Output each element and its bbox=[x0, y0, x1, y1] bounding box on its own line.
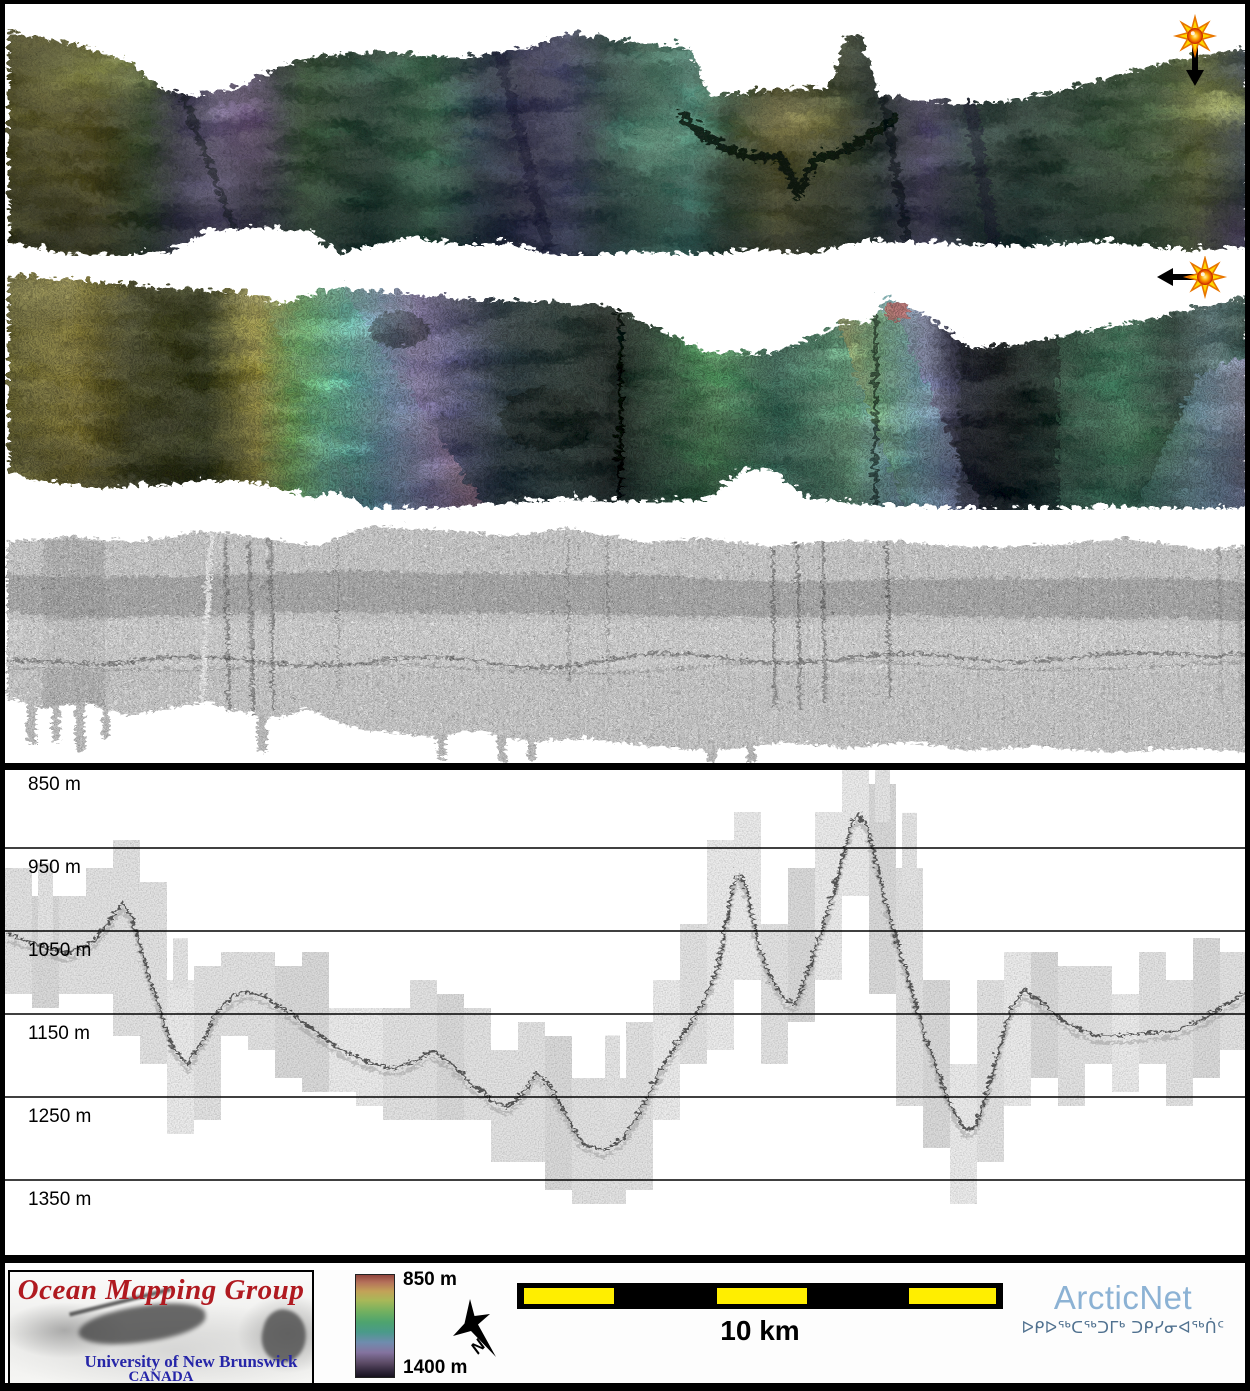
mosaic-fringe bbox=[25, 690, 753, 762]
frame-right bbox=[1245, 0, 1250, 1391]
bathymetry-swath-1 bbox=[5, 16, 1245, 254]
colorbar-top-label: 850 m bbox=[403, 1269, 457, 1290]
north-label: N bbox=[467, 1335, 490, 1357]
sun-arrow-down-icon bbox=[1175, 16, 1215, 86]
compass-star bbox=[453, 1299, 496, 1357]
scale-bar-label: 10 km bbox=[720, 1315, 800, 1346]
scale-bar-segment bbox=[909, 1288, 996, 1304]
depth-label: 950 m bbox=[28, 857, 81, 878]
arcticnet-name: ArcticNet bbox=[1053, 1279, 1193, 1316]
omg-title: Ocean Mapping Group bbox=[17, 1274, 305, 1306]
seafloor-trace-echo bbox=[5, 817, 1245, 1157]
seafloor-trace bbox=[5, 810, 1245, 1149]
depth-profile-panel: 850 m 950 m 1050 m 1150 m 1250 m 1350 m bbox=[5, 770, 1245, 1255]
scale-bar-segment bbox=[717, 1288, 807, 1304]
frame-left bbox=[0, 0, 5, 1391]
colorbar-bottom-label: 1400 m bbox=[403, 1357, 468, 1378]
figure-footer: Ocean Mapping Group University of New Br… bbox=[0, 1263, 1250, 1391]
backscatter-mosaic bbox=[5, 524, 1245, 762]
depth-label: 1150 m bbox=[28, 1023, 90, 1044]
frame-bottom bbox=[0, 1383, 1250, 1391]
ocean-mapping-group-logo: Ocean Mapping Group University of New Br… bbox=[8, 1270, 314, 1386]
depth-labels: 850 m 950 m 1050 m 1150 m 1250 m 1350 m bbox=[28, 774, 91, 1210]
panel-divider bbox=[0, 763, 1250, 770]
depth-gridlines bbox=[5, 847, 1245, 1181]
depth-label: 1350 m bbox=[28, 1189, 91, 1210]
scale-bar bbox=[517, 1283, 1003, 1309]
omg-country: CANADA bbox=[128, 1369, 194, 1385]
omg-university: University of New Brunswick bbox=[84, 1352, 298, 1371]
sun-arrow-left-icon bbox=[1157, 257, 1225, 297]
frame-top bbox=[0, 0, 1250, 4]
scale-bar-segment bbox=[524, 1288, 614, 1304]
depth-label: 1050 m bbox=[28, 940, 91, 961]
arcticnet-logo: ArcticNet ᐅᑭᐅᖅᑕᖅᑐᒥᒃ ᑐᑭᓯᓂᐊᖅᑏᑦ bbox=[1000, 1279, 1246, 1338]
bathymetry-swath-2 bbox=[5, 257, 1245, 506]
depth-label: 850 m bbox=[28, 774, 81, 795]
depth-colorbar bbox=[355, 1274, 395, 1378]
arcticnet-inuktitut: ᐅᑭᐅᖅᑕᖅᑐᒥᒃ ᑐᑭᓯᓂᐊᖅᑏᑦ bbox=[1021, 1318, 1225, 1337]
north-arrow: N bbox=[453, 1299, 496, 1358]
depth-label: 1250 m bbox=[28, 1106, 91, 1127]
panel-divider bbox=[0, 1255, 1250, 1263]
